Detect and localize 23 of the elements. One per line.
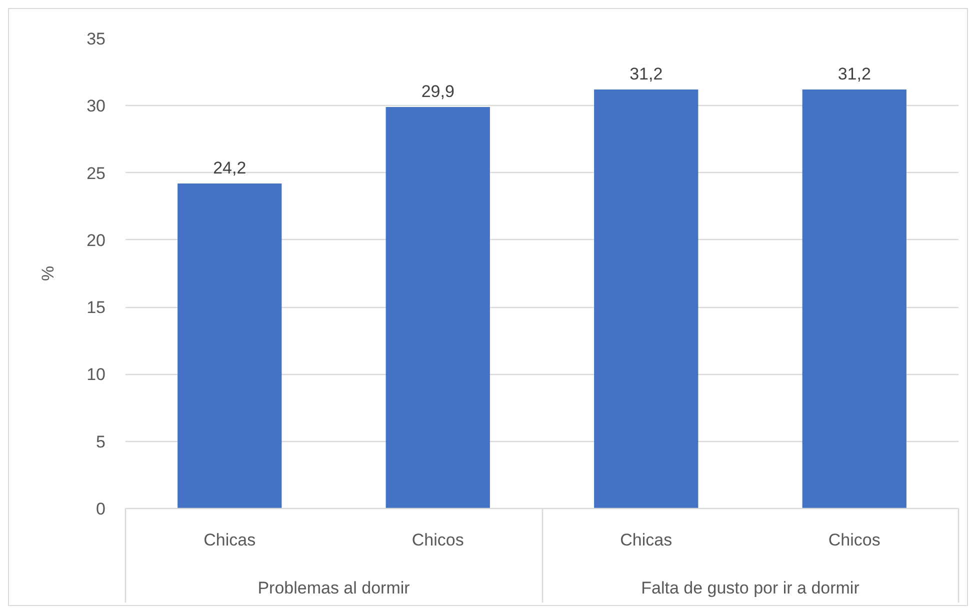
y-tick-label: 10 (86, 365, 106, 384)
data-label: 31,2 (630, 64, 663, 84)
x-tick-label: Chicos (828, 530, 880, 550)
y-tick-label: 5 (96, 432, 106, 452)
y-tick-label: 0 (96, 500, 106, 518)
data-label: 24,2 (213, 158, 246, 178)
y-axis-title: % (38, 266, 58, 282)
data-label: 29,9 (421, 82, 454, 101)
y-tick-label: 25 (86, 164, 106, 183)
y-tick-label: 15 (86, 298, 106, 318)
y-tick-label: 20 (86, 230, 106, 250)
x-tick-label: Chicas (620, 530, 672, 550)
bar (386, 106, 490, 508)
data-label: 31,2 (838, 64, 871, 84)
bar (594, 90, 698, 508)
bar (802, 90, 906, 508)
x-tick-label: Chicos (412, 530, 464, 550)
y-tick-label: 30 (86, 96, 106, 116)
x-tick-label: Chicas (204, 530, 256, 550)
text: Problemas al dormir (258, 578, 410, 598)
y-tick-label: 35 (86, 30, 106, 48)
bar (178, 184, 282, 508)
text: Falta de gusto por ir a dormir (641, 578, 860, 598)
